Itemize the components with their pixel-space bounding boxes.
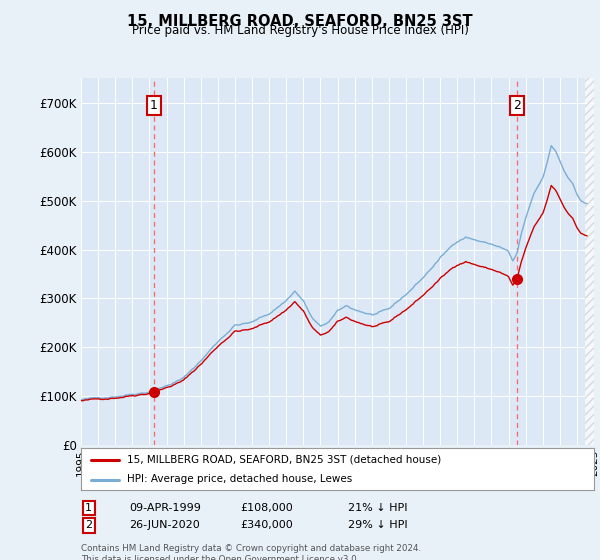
Text: 1: 1 xyxy=(150,99,158,112)
Text: 1: 1 xyxy=(85,503,92,513)
Text: 2: 2 xyxy=(513,99,521,112)
Text: 15, MILLBERG ROAD, SEAFORD, BN25 3ST: 15, MILLBERG ROAD, SEAFORD, BN25 3ST xyxy=(127,14,473,29)
Text: Contains HM Land Registry data © Crown copyright and database right 2024.
This d: Contains HM Land Registry data © Crown c… xyxy=(81,544,421,560)
Text: 29% ↓ HPI: 29% ↓ HPI xyxy=(348,520,407,530)
Text: £108,000: £108,000 xyxy=(240,503,293,513)
Text: 09-APR-1999: 09-APR-1999 xyxy=(129,503,201,513)
Text: 21% ↓ HPI: 21% ↓ HPI xyxy=(348,503,407,513)
Text: 26-JUN-2020: 26-JUN-2020 xyxy=(129,520,200,530)
Text: Price paid vs. HM Land Registry's House Price Index (HPI): Price paid vs. HM Land Registry's House … xyxy=(131,24,469,37)
Text: HPI: Average price, detached house, Lewes: HPI: Average price, detached house, Lewe… xyxy=(127,474,352,484)
Text: £340,000: £340,000 xyxy=(240,520,293,530)
Text: 15, MILLBERG ROAD, SEAFORD, BN25 3ST (detached house): 15, MILLBERG ROAD, SEAFORD, BN25 3ST (de… xyxy=(127,455,442,465)
Text: 2: 2 xyxy=(85,520,92,530)
